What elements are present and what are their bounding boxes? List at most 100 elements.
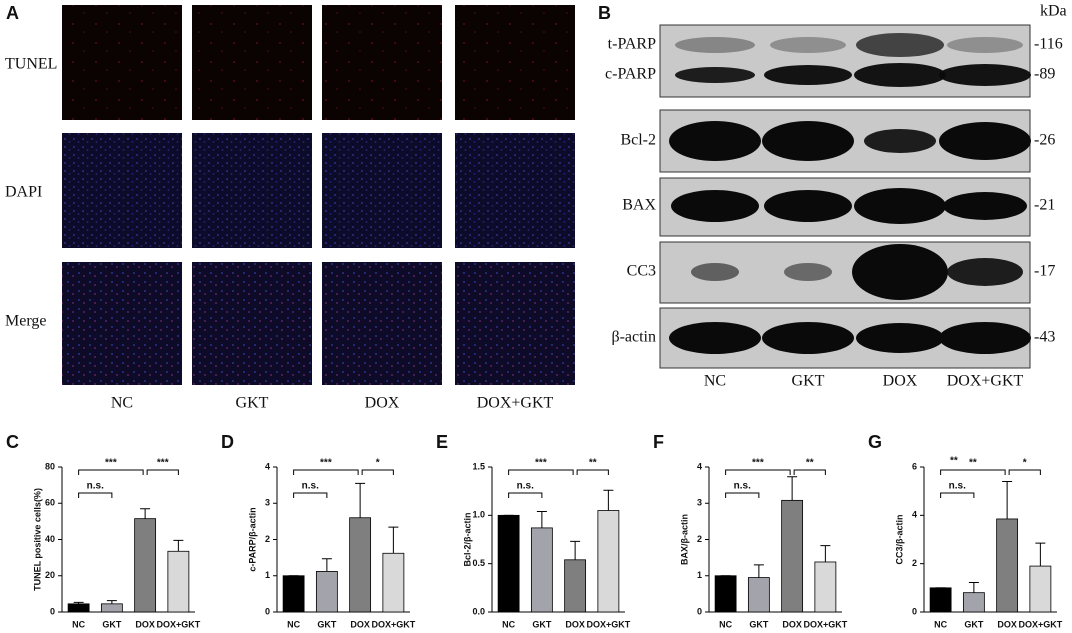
significance-bracket xyxy=(940,492,975,498)
significance-bracket xyxy=(78,469,144,475)
error-bar xyxy=(603,489,614,511)
kda-marker: -17 xyxy=(1034,263,1055,280)
panel-letter: B xyxy=(598,3,611,23)
significance-bracket xyxy=(508,492,543,498)
blot-band xyxy=(947,258,1023,286)
blot-band xyxy=(939,122,1031,160)
micrograph xyxy=(192,262,312,385)
x-tick-label: DOX+GKT xyxy=(156,619,200,629)
micrograph xyxy=(62,262,182,385)
significance-bracket xyxy=(793,469,826,475)
x-tick-label: NC xyxy=(934,619,947,629)
y-tick-label: 4 xyxy=(697,461,702,471)
x-tick-label: GKT xyxy=(749,619,769,629)
panel-letter: A xyxy=(6,3,19,23)
micrograph xyxy=(192,5,312,120)
kda-marker: -26 xyxy=(1034,132,1055,149)
x-tick-label: DOX+GKT xyxy=(586,619,630,629)
x-tick-label: DOX+GKT xyxy=(371,619,415,629)
micrograph xyxy=(322,5,442,120)
x-tick-label: DOX+GKT xyxy=(803,619,847,629)
x-tick-label: NC xyxy=(502,619,515,629)
bar xyxy=(282,575,305,613)
x-tick-label: DOX xyxy=(997,619,1017,629)
x-tick-label: GKT xyxy=(964,619,984,629)
significance-label: *** xyxy=(157,458,169,469)
significance-label: ** xyxy=(950,456,958,467)
significance-label: n.s. xyxy=(949,481,966,492)
significance-bracket xyxy=(293,469,359,475)
x-tick-label: DOX xyxy=(350,619,370,629)
micrograph xyxy=(455,133,575,248)
significance-bracket xyxy=(293,492,328,498)
y-tick-label: 0 xyxy=(912,606,917,616)
blot-band xyxy=(947,37,1023,53)
blot-band xyxy=(764,65,852,85)
bar-chart: Dc-PARP/β-actin 0 1 2 3 4 NC GKT DOX DOX+GKT n.s. *… xyxy=(221,432,416,630)
blot-band xyxy=(691,263,739,281)
significance-label: * xyxy=(1023,458,1027,469)
y-tick-label: 2 xyxy=(912,558,917,568)
bar xyxy=(67,603,90,613)
blot-band xyxy=(854,63,946,87)
protein-label: t-PARP xyxy=(608,36,656,53)
y-tick-label: 80 xyxy=(45,461,55,471)
significance-label: n.s. xyxy=(734,481,751,492)
blot-band xyxy=(762,121,854,161)
significance-bracket xyxy=(576,469,609,475)
error-bar xyxy=(173,539,184,552)
bar-chart: C TUNEL positive cells(%) 0 20 40 60 80 NC GKT DO… xyxy=(6,432,201,630)
y-axis-title: BAX/β-actin xyxy=(679,514,689,565)
kda-marker: -116 xyxy=(1034,36,1063,53)
bar xyxy=(167,550,190,613)
bar-chart: E Bcl-2/β-actin 0.0 0.5 1.0 1.5 NC GKT DOX DOX+GK… xyxy=(436,432,631,630)
blot-band xyxy=(770,37,846,53)
bar xyxy=(996,518,1019,613)
x-tick-label: DOX xyxy=(135,619,155,629)
significance-label: *** xyxy=(752,458,764,469)
micrograph xyxy=(322,262,442,385)
y-axis-title: Bcl-2/β-actin xyxy=(462,512,472,566)
bar xyxy=(597,510,620,613)
y-tick-label: 60 xyxy=(45,498,55,508)
significance-label: * xyxy=(376,458,380,469)
blot-band xyxy=(764,190,852,222)
error-bar xyxy=(388,526,399,554)
significance-bracket xyxy=(146,469,179,475)
blot-band xyxy=(856,323,944,353)
panel-letter: F xyxy=(653,432,664,452)
significance-bracket xyxy=(361,469,394,475)
x-tick-label: DOX xyxy=(565,619,585,629)
protein-label: BAX xyxy=(622,197,656,214)
protein-label: c-PARP xyxy=(605,66,656,83)
y-tick-label: 1.5 xyxy=(472,461,485,471)
column-label: GKT xyxy=(792,373,825,390)
error-bar xyxy=(570,540,581,560)
y-tick-label: 20 xyxy=(45,570,55,580)
error-bar xyxy=(1002,481,1013,519)
column-label: NC xyxy=(111,395,133,412)
protein-label: Bcl-2 xyxy=(620,132,656,149)
error-bar xyxy=(106,600,117,604)
bar xyxy=(747,577,770,613)
y-tick-label: 2 xyxy=(265,534,270,544)
row-label: TUNEL xyxy=(5,56,57,73)
y-tick-label: 1 xyxy=(265,570,270,580)
bar xyxy=(349,517,372,613)
x-tick-label: DOX+GKT xyxy=(1018,619,1062,629)
error-bar xyxy=(140,508,151,519)
panel-letter: G xyxy=(868,432,882,452)
error-bar xyxy=(787,476,798,501)
column-label: GKT xyxy=(236,395,269,412)
y-tick-label: 0.0 xyxy=(472,606,485,616)
micrograph xyxy=(455,262,575,385)
y-tick-label: 40 xyxy=(45,534,55,544)
blot-band xyxy=(943,192,1027,220)
significance-label: ** xyxy=(806,458,814,469)
significance-bracket xyxy=(78,492,113,498)
y-tick-label: 0 xyxy=(697,606,702,616)
protein-label: β-actin xyxy=(611,329,656,346)
bar xyxy=(929,587,952,613)
